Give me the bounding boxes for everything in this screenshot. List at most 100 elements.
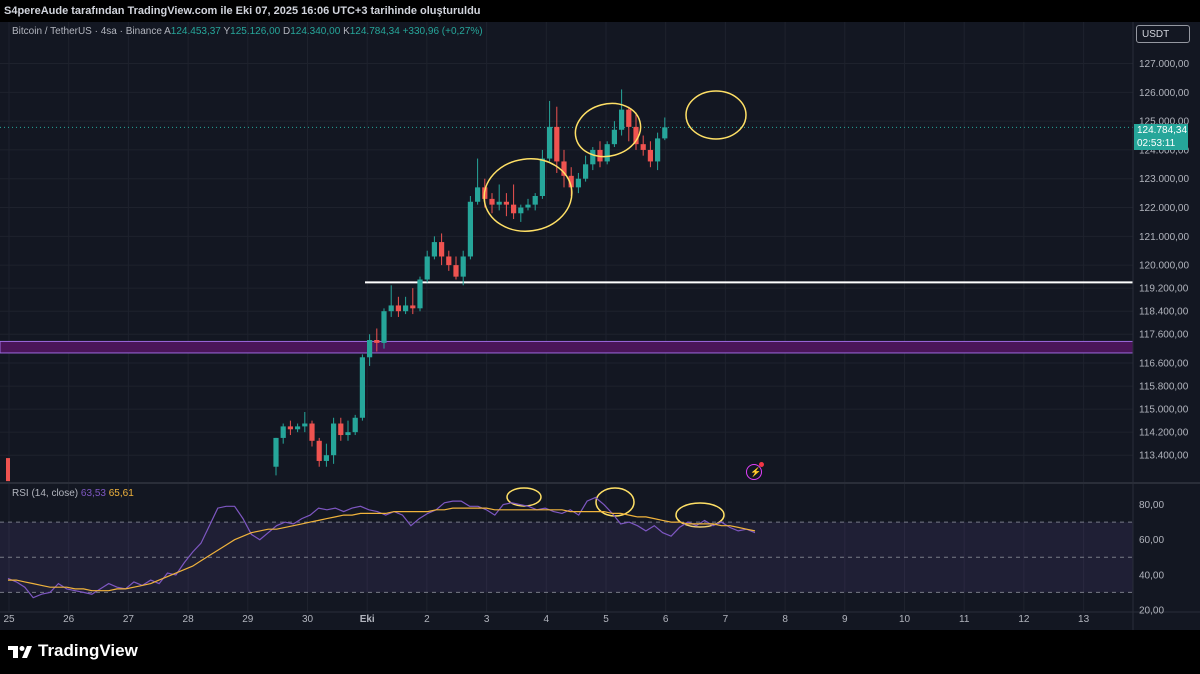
candle: [388, 305, 394, 312]
time-tick-label: 25: [3, 614, 15, 625]
time-tick-label: 13: [1078, 614, 1090, 625]
rsi-tick-label: 20,00: [1139, 606, 1164, 617]
rsi-ma-value: 65,61: [108, 488, 134, 499]
candle: [655, 138, 661, 162]
open-label: A: [164, 26, 171, 37]
candle: [6, 458, 10, 482]
time-tick-label: 6: [663, 614, 669, 625]
tradingview-logo[interactable]: TradingView: [8, 641, 138, 661]
time-tick-label: Eki: [360, 614, 375, 625]
candle: [561, 161, 567, 176]
grid-lines: [0, 22, 1133, 612]
time-tick-label: 3: [484, 614, 490, 625]
candle: [604, 144, 610, 162]
candle: [611, 129, 617, 145]
time-tick-label: 12: [1018, 614, 1030, 625]
candle: [583, 164, 589, 179]
time-tick-label: 11: [959, 614, 970, 625]
candle: [460, 256, 466, 277]
high-label: Y: [223, 26, 231, 37]
price-tick-label: 120.000,00: [1139, 261, 1189, 272]
attribution-bar: S4pereAude tarafından TradingView.com il…: [0, 0, 1200, 22]
time-tick-label: 28: [183, 614, 195, 625]
candle: [626, 109, 632, 127]
candle: [633, 126, 639, 145]
footer-bar: [0, 630, 1200, 674]
time-tick-label: 9: [842, 614, 848, 625]
bar-countdown: 02:53:11: [1137, 138, 1176, 149]
price-tick-label: 117.600,00: [1139, 330, 1189, 341]
candle: [323, 455, 329, 461]
rsi-axis[interactable]: 80,00 60,00 40,00 20,00: [1139, 500, 1164, 616]
candle: [547, 126, 553, 159]
currency-button[interactable]: USDT: [1136, 25, 1190, 43]
attribution-text: S4pereAude tarafından TradingView.com il…: [4, 5, 481, 17]
time-tick-label: 2: [424, 614, 430, 625]
rsi-tick-label: 60,00: [1139, 535, 1164, 546]
close-label: K: [343, 26, 350, 37]
time-tick-label: 27: [123, 614, 135, 625]
symbol-name[interactable]: Bitcoin / TetherUS · 4sa · Binance: [12, 26, 162, 37]
rsi-tick-label: 40,00: [1139, 570, 1164, 581]
candle: [295, 426, 301, 430]
candle: [367, 340, 373, 358]
candle: [503, 201, 509, 205]
rsi-legend[interactable]: RSI (14, close) 63,53 65,61: [12, 488, 134, 499]
candle: [431, 242, 437, 257]
chart-canvas[interactable]: 127.000,00 126.000,00 125.000,00 124.000,00…: [0, 22, 1200, 630]
price-tick-label: 118.400,00: [1139, 307, 1189, 318]
candle: [417, 279, 423, 309]
price-tick-label: 121.000,00: [1139, 232, 1189, 243]
price-tick-label: 125.000,00: [1139, 117, 1189, 128]
price-tick-label: 116.600,00: [1139, 359, 1189, 370]
candle: [590, 149, 596, 165]
candle: [439, 242, 445, 257]
candle: [359, 357, 365, 418]
candle: [280, 426, 286, 438]
rsi-title[interactable]: RSI (14, close): [12, 488, 79, 499]
candle: [302, 423, 308, 427]
rsi-value: 63,53: [80, 488, 106, 499]
rsi-ma-line[interactable]: [8, 507, 756, 592]
candle: [640, 144, 646, 150]
chart-panel[interactable]: [0, 22, 1200, 630]
price-tick-label: 127.000,00: [1139, 59, 1189, 70]
price-tick-label: 115.000,00: [1139, 405, 1189, 416]
last-price-value: 124.784,34: [1137, 125, 1188, 136]
candle: [309, 423, 315, 441]
candle: [374, 340, 380, 343]
time-tick-label: 7: [723, 614, 729, 625]
candle: [496, 201, 502, 205]
freehand-annotations[interactable]: [479, 90, 747, 528]
candle: [467, 201, 473, 257]
change-value: +330,96 (+0,27%): [402, 26, 483, 37]
candle: [575, 178, 581, 188]
time-tick-label: 30: [302, 614, 314, 625]
price-tick-label: 122.000,00: [1139, 203, 1189, 214]
price-tick-label: 114.200,00: [1139, 428, 1189, 439]
price-tick-label: 126.000,00: [1139, 88, 1189, 99]
candle: [511, 204, 517, 214]
time-axis[interactable]: 25 26 27 28 29 30 Eki 2 3 4 5 6 7 8 9 10 11 12 13: [3, 614, 1089, 625]
candle: [446, 256, 452, 266]
symbol-legend[interactable]: Bitcoin / TetherUS · 4sa · Binance A 124.…: [12, 26, 483, 37]
price-tick-label: 124.000,00: [1139, 145, 1189, 156]
time-tick-label: 8: [782, 614, 788, 625]
support-zone[interactable]: [0, 340, 1134, 354]
price-tick-label: 123.000,00: [1139, 174, 1189, 185]
candle: [331, 423, 337, 456]
close-value: 124.784,34: [349, 26, 400, 37]
candle: [287, 426, 293, 430]
candle: [403, 305, 409, 312]
time-tick-label: 10: [899, 614, 911, 625]
time-tick-label: 4: [544, 614, 550, 625]
rsi-level-lines: [0, 521, 1133, 593]
annotation-circle: [685, 90, 747, 140]
flash-icon[interactable]: ⚡: [746, 462, 764, 480]
price-axis[interactable]: 127.000,00 126.000,00 125.000,00 124.000,00…: [1139, 59, 1189, 462]
candle: [424, 256, 430, 280]
price-tick-label: 119.200,00: [1139, 284, 1189, 295]
candlestick-series[interactable]: [6, 89, 668, 482]
tradingview-wordmark: TradingView: [38, 641, 138, 660]
candle: [475, 187, 481, 202]
